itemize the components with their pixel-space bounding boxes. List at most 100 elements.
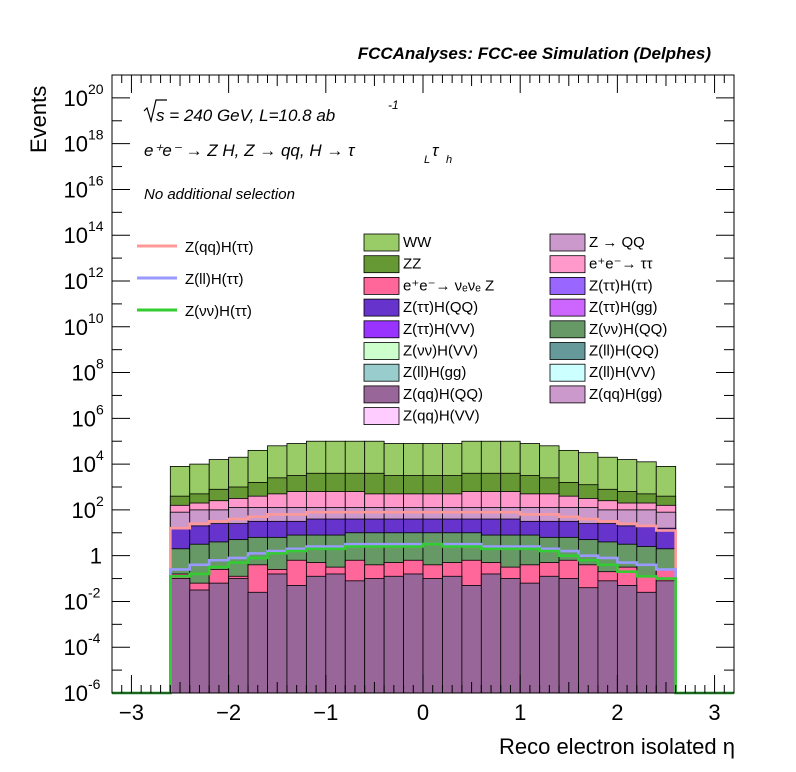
legend-swatch	[549, 363, 586, 382]
signal-line-Zvv_Htt	[112, 542, 734, 695]
y-tick-label: 10	[72, 498, 96, 523]
y-tick-label: 10	[64, 223, 88, 248]
y-tick-exponent: -2	[88, 584, 101, 600]
legend: Z(qq)H(ττ) Z(ll)H(ττ) Z(νν)H(ττ) WW ZZ e⁺e⁻→ …	[137, 233, 667, 426]
y-tick-label: 10	[64, 86, 88, 111]
legend-swatch	[363, 233, 400, 252]
stack-bar-Zqq_QQ	[616, 585, 638, 694]
stack-bar-Zqq_QQ	[558, 578, 579, 694]
stack-bar-Zqq_QQ	[655, 580, 677, 694]
x-tick-label: −3	[119, 700, 144, 725]
y-tick-exponent: 2	[96, 493, 104, 509]
legend-label: Z(ττ)H(QQ)	[403, 299, 478, 316]
y-axis-label: Events	[26, 86, 51, 153]
legend-swatch	[363, 407, 400, 426]
legend-line-label: Z(ll)H(ττ)	[185, 271, 244, 288]
y-tick-exponent: 14	[88, 218, 104, 234]
stack-bar-Zqq_QQ	[189, 589, 210, 694]
legend-label: Z(qq)H(QQ)	[403, 386, 483, 403]
x-tick-label: 1	[514, 700, 526, 725]
legend-label: Z → QQ	[589, 234, 645, 251]
y-tick-exponent: -4	[88, 630, 101, 646]
y-tick-label: 10	[64, 315, 88, 340]
y-tick-label: 10	[64, 132, 88, 157]
x-axis-label: Reco electron isolated η	[499, 734, 735, 759]
stack-bar-Zqq_QQ	[286, 585, 307, 694]
stack-bar-Zqq_QQ	[578, 587, 599, 694]
legend-swatch	[549, 233, 586, 252]
lumi-exponent: -1	[388, 98, 399, 112]
y-tick-exponent: 6	[96, 401, 104, 417]
legend-swatch	[363, 342, 400, 360]
legend-swatch	[363, 276, 400, 295]
y-tick-exponent: 4	[96, 447, 104, 463]
y-tick-exponent: 20	[88, 81, 104, 97]
stack-bar-Zqq_QQ	[597, 580, 618, 694]
stack-bar-Zqq_QQ	[247, 591, 268, 694]
legend-label: WW	[403, 234, 432, 251]
y-tick-label: 10	[72, 452, 96, 477]
tau-h-subscript: h	[446, 154, 452, 166]
legend-label: Z(ll)H(gg)	[403, 364, 466, 381]
y-tick-exponent: -6	[88, 676, 101, 692]
selection-label: No additional selection	[144, 186, 295, 203]
y-tick-exponent: 10	[88, 310, 104, 326]
legend-label: Z(ττ)H(gg)	[589, 299, 658, 316]
stack-bar-Zqq_QQ	[169, 578, 191, 694]
y-tick-exponent: 18	[88, 127, 104, 143]
legend-label: Z(qq)H(gg)	[589, 386, 662, 403]
legend-swatch	[549, 255, 586, 274]
process-label: e⁺e⁻ → Z H, Z → qq, H → τ	[144, 141, 356, 160]
legend-swatch	[549, 385, 586, 404]
y-tick-label: 1	[90, 544, 102, 569]
legend-label: ZZ	[403, 256, 421, 273]
legend-label: Z(ll)H(QQ)	[589, 343, 659, 360]
legend-swatch	[549, 342, 586, 360]
legend-line-label: Z(νν)H(ττ)	[185, 303, 252, 320]
stack-bar-Zqq_QQ	[480, 573, 502, 694]
legend-swatch	[363, 363, 400, 382]
x-tick-label: 0	[417, 700, 429, 725]
y-tick-exponent: 12	[88, 264, 104, 280]
histogram-stack	[169, 440, 677, 694]
legend-line-label: Z(qq)H(ττ)	[185, 239, 254, 256]
stack-bar-Zqq_QQ	[383, 575, 404, 694]
legend-label: e⁺e⁻→ ττ	[589, 256, 653, 273]
legend-label: Z(qq)H(VV)	[403, 408, 480, 425]
stack-bar-Zqq_QQ	[403, 573, 424, 694]
tau-L-subscript: L	[424, 154, 430, 166]
stack-bar-Zqq_QQ	[228, 578, 249, 694]
legend-swatch	[549, 320, 586, 339]
y-tick-label: 10	[64, 635, 88, 660]
legend-swatch	[363, 298, 400, 317]
signal-lines	[112, 510, 734, 695]
x-tick-label: 2	[611, 700, 623, 725]
stack-bar-Zqq_QQ	[364, 578, 385, 694]
y-tick-label: 10	[64, 681, 88, 706]
stack-bar-Zqq_QQ	[422, 578, 443, 694]
legend-label: Z(ττ)H(ττ)	[589, 277, 653, 294]
signal-line-Zqq_Htt	[112, 510, 734, 695]
y-tick-label: 10	[64, 589, 88, 614]
y-tick-exponent: 8	[96, 356, 104, 372]
stack-bar-Zqq_QQ	[500, 578, 521, 694]
y-tick-label: 10	[64, 269, 88, 294]
legend-swatch	[549, 276, 586, 295]
chart-title: FCCAnalyses: FCC-ee Simulation (Delphes)	[358, 44, 712, 63]
y-tick-label: 10	[72, 361, 96, 386]
legend-swatch	[363, 320, 400, 339]
stack-bar-Zqq_QQ	[305, 575, 327, 694]
legend-label: Z(ll)H(VV)	[589, 364, 656, 381]
stack-bar-Zqq_QQ	[442, 575, 463, 694]
legend-label: e⁺e⁻→ νₑνₑ Z	[403, 277, 494, 294]
sqrt-symbol	[143, 99, 167, 124]
legend-swatch	[363, 255, 400, 274]
stack-bar-Zqq_QQ	[461, 585, 482, 694]
legend-swatch	[549, 298, 586, 317]
stack-bar-Zqq_QQ	[325, 573, 346, 694]
sqrt-s-label: s = 240 GeV, L=10.8 ab	[156, 106, 335, 125]
stack-bar-Zqq_QQ	[267, 573, 288, 694]
x-tick-label: 3	[708, 700, 720, 725]
